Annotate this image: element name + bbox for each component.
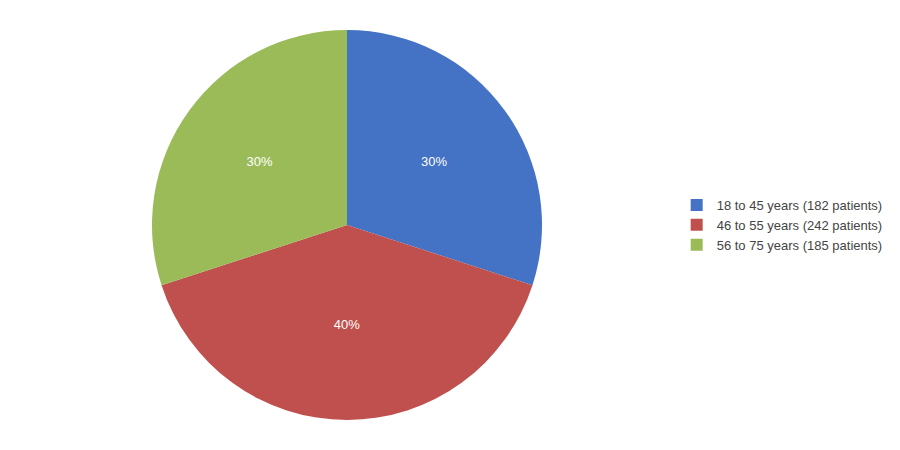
svg-text:18 to 45 years (182 patients): 18 to 45 years (182 patients) xyxy=(717,198,883,213)
svg-text:56 to 75 years (185 patients): 56 to 75 years (185 patients) xyxy=(717,238,883,253)
svg-text:30%: 30% xyxy=(247,154,273,169)
svg-text:30%: 30% xyxy=(421,154,447,169)
svg-text:40%: 40% xyxy=(334,317,360,332)
svg-text:46 to 55 years (242 patients): 46 to 55 years (242 patients) xyxy=(717,218,883,233)
